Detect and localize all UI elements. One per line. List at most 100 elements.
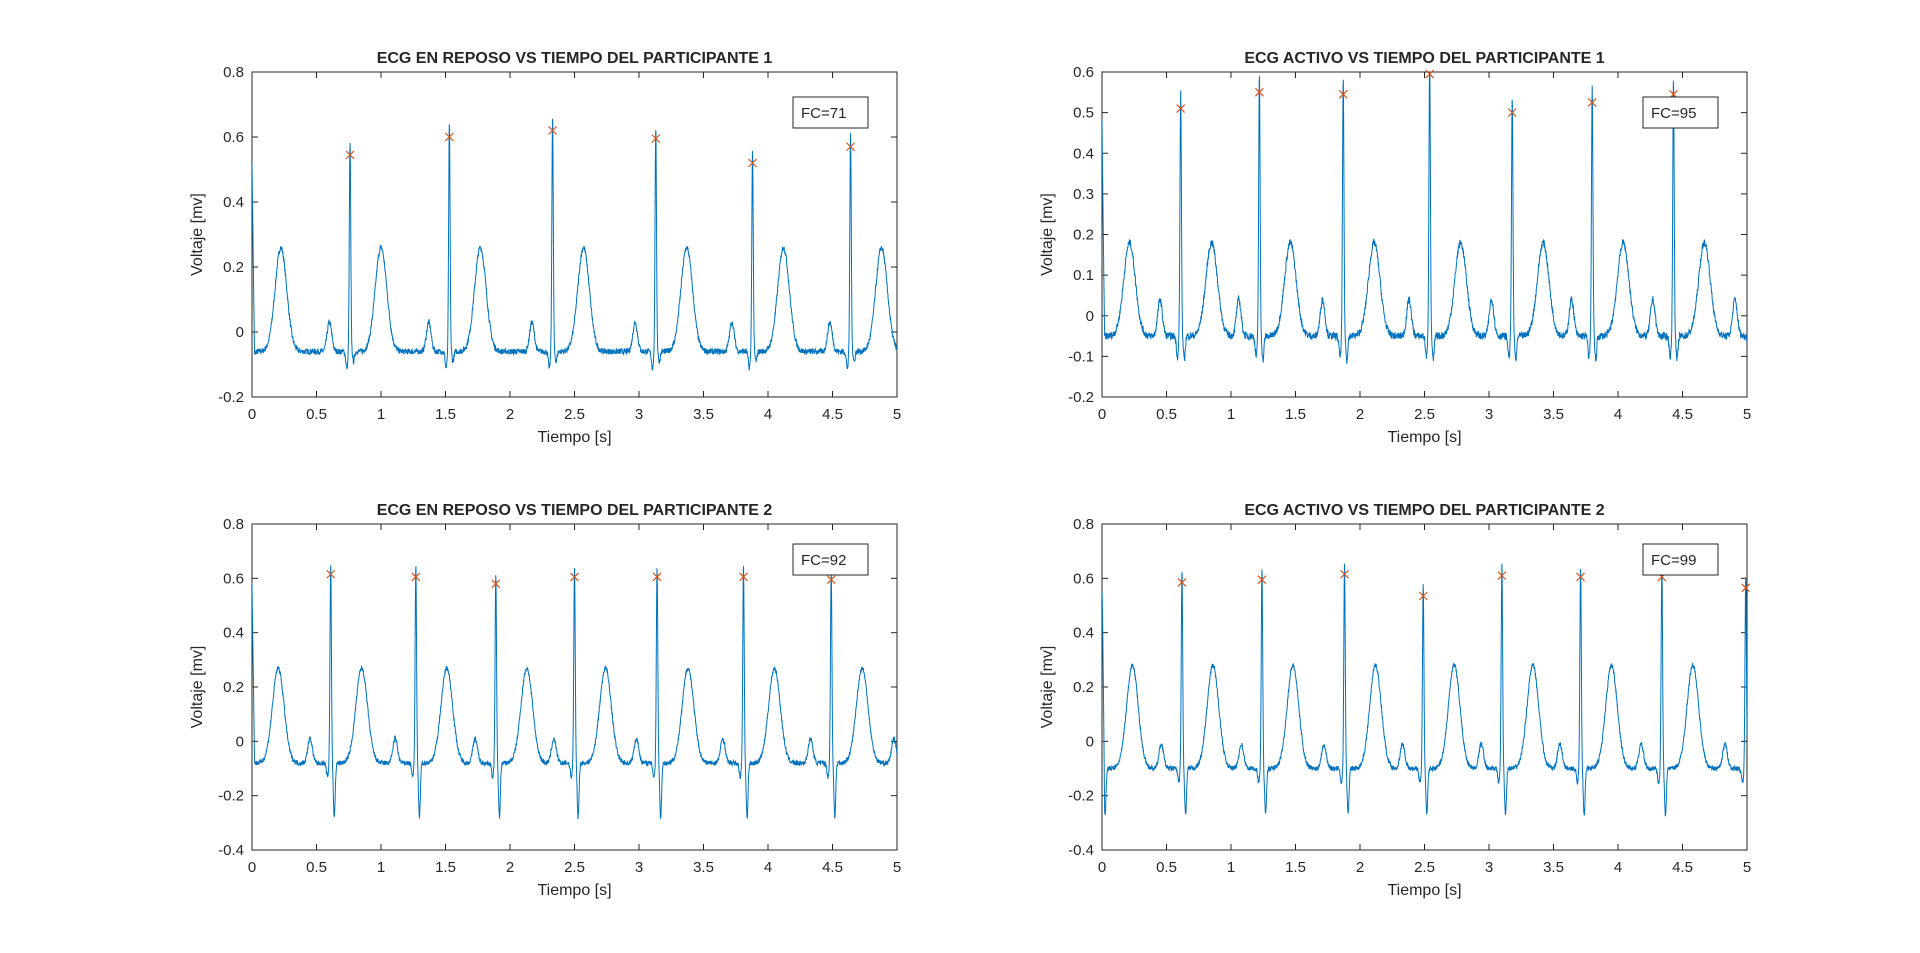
x-tick-label: 1.5 bbox=[435, 406, 456, 423]
x-tick-label: 4.5 bbox=[1672, 406, 1693, 423]
fc-annotation-text: FC=99 bbox=[1651, 552, 1696, 569]
x-tick-label: 2 bbox=[506, 859, 514, 876]
r-peak-marker bbox=[652, 572, 662, 582]
y-axis-label: Voltaje [mv] bbox=[1039, 646, 1056, 729]
x-tick-label: 0.5 bbox=[1156, 859, 1177, 876]
x-tick-label: 3.5 bbox=[1543, 406, 1564, 423]
r-peak-marker bbox=[1254, 87, 1264, 97]
y-tick-label: 0.6 bbox=[1073, 570, 1094, 587]
r-peak-marker bbox=[345, 150, 355, 160]
x-tick-label: 2.5 bbox=[564, 859, 585, 876]
x-tick-label: 0.5 bbox=[306, 859, 327, 876]
x-tick-label: 0 bbox=[1098, 406, 1106, 423]
r-peak-marker bbox=[846, 142, 855, 152]
y-tick-label: 0.2 bbox=[223, 679, 244, 696]
x-tick-label: 3 bbox=[635, 406, 643, 423]
x-tick-label: 0.5 bbox=[306, 406, 327, 423]
chart-title: ECG ACTIVO VS TIEMPO DEL PARTICIPANTE 2 bbox=[1244, 502, 1604, 519]
x-tick-label: 4 bbox=[1614, 859, 1622, 876]
subplot-3: -0.4 -0.2 0 0.2 0.4 0.6 0.8 0 0.5 1 1.5 2 2.5 3 3.5 4 4.… bbox=[189, 502, 901, 899]
y-tick-label: -0.2 bbox=[218, 788, 244, 805]
axes-box bbox=[251, 71, 898, 398]
y-tick-label: 0 bbox=[1086, 733, 1094, 750]
x-tick-label: 0 bbox=[1098, 859, 1106, 876]
y-tick-label: 0.4 bbox=[223, 194, 244, 211]
y-tick-label: -0.4 bbox=[1068, 842, 1094, 859]
r-peak-marker bbox=[1507, 108, 1517, 118]
y-tick-label: -0.2 bbox=[218, 389, 244, 406]
x-axis-label: Tiempo [s] bbox=[537, 429, 611, 446]
chart-title: ECG EN REPOSO VS TIEMPO DEL PARTICIPANTE… bbox=[377, 50, 773, 67]
y-tick-label: 0.4 bbox=[1073, 145, 1094, 162]
y-tick-label: 0.8 bbox=[223, 64, 244, 81]
x-tick-label: 3.5 bbox=[1543, 859, 1564, 876]
ecg-trace bbox=[252, 118, 897, 372]
x-tick-label: 4.5 bbox=[822, 859, 843, 876]
subplot-1: -0.200.20.40.60.80 0.5 1 1.5 2 2.5 3 3.5 4 4.5 5EC… bbox=[189, 50, 901, 446]
y-tick-label: 0 bbox=[236, 733, 244, 750]
chart-title: ECG ACTIVO VS TIEMPO DEL PARTICIPANTE 1 bbox=[1244, 50, 1604, 67]
x-tick-label: 0 bbox=[248, 859, 256, 876]
ecg-trace bbox=[252, 565, 897, 820]
y-tick-label: -0.4 bbox=[218, 842, 244, 859]
x-axis-label: Tiempo [s] bbox=[537, 882, 611, 899]
y-tick-label: 0 bbox=[1086, 308, 1094, 325]
x-tick-label: 3 bbox=[635, 859, 643, 876]
r-peak-marker bbox=[826, 575, 836, 585]
r-peak-marker bbox=[1338, 89, 1348, 99]
x-tick-label: 5 bbox=[893, 406, 901, 423]
x-tick-label: 1.5 bbox=[1285, 859, 1306, 876]
x-tick-label: 2 bbox=[1356, 859, 1364, 876]
x-tick-label: 3.5 bbox=[693, 406, 714, 423]
x-tick-label: 1 bbox=[377, 406, 385, 423]
r-peak-marker bbox=[548, 126, 557, 135]
y-tick-label: -0.2 bbox=[1068, 788, 1094, 805]
y-tick-label: 0 bbox=[236, 324, 244, 341]
y-tick-label: 0.6 bbox=[223, 129, 244, 146]
y-tick-label: 0.6 bbox=[1073, 64, 1094, 81]
r-peak-marker bbox=[1576, 572, 1586, 582]
fc-annotation-box bbox=[1642, 543, 1719, 576]
r-peak-marker bbox=[1177, 577, 1187, 587]
y-tick-label: 0.6 bbox=[223, 570, 244, 587]
x-tick-label: 1.5 bbox=[435, 859, 456, 876]
x-tick-label: 2.5 bbox=[1414, 859, 1435, 876]
x-tick-label: 5 bbox=[1743, 859, 1751, 876]
ecg-trace bbox=[1102, 72, 1747, 364]
x-tick-label: 3 bbox=[1485, 859, 1493, 876]
y-tick-label: 0.2 bbox=[1073, 679, 1094, 696]
y-axis-label: Voltaje [mv] bbox=[189, 193, 206, 276]
fc-annotation-box bbox=[1642, 96, 1719, 129]
x-tick-label: 2.5 bbox=[564, 406, 585, 423]
subplot-2: -0.2 -0.1 0 0.1 0.2 0.3 0.4 0.5 0.6 0 0.5 1 1.5 2 2.5 3… bbox=[1039, 50, 1751, 446]
r-peak-marker bbox=[570, 572, 579, 582]
y-tick-label: 0.4 bbox=[223, 625, 244, 642]
x-tick-label: 5 bbox=[1743, 406, 1751, 423]
fc-annotation-text: FC=95 bbox=[1651, 105, 1696, 122]
x-tick-label: 4 bbox=[764, 406, 772, 423]
r-peak-marker bbox=[1257, 575, 1267, 585]
r-peak-marker bbox=[1587, 98, 1597, 107]
y-tick-label: 0.8 bbox=[1073, 516, 1094, 533]
r-peak-marker bbox=[1176, 104, 1186, 113]
x-tick-label: 2.5 bbox=[1414, 406, 1435, 423]
r-peak-marker bbox=[739, 572, 748, 582]
x-tick-label: 1 bbox=[1227, 859, 1235, 876]
y-axis-label: Voltaje [mv] bbox=[189, 646, 206, 729]
x-tick-label: 4 bbox=[764, 859, 772, 876]
r-peak-marker bbox=[411, 572, 421, 582]
fc-annotation-box bbox=[792, 96, 869, 129]
x-tick-label: 3.5 bbox=[693, 859, 714, 876]
r-peak-marker bbox=[491, 579, 501, 589]
x-tick-label: 5 bbox=[893, 859, 901, 876]
chart-title: ECG EN REPOSO VS TIEMPO DEL PARTICIPANTE… bbox=[377, 502, 773, 519]
x-tick-label: 2 bbox=[1356, 406, 1364, 423]
x-axis-label: Tiempo [s] bbox=[1387, 882, 1461, 899]
r-peak-marker bbox=[748, 158, 757, 168]
y-tick-label: -0.2 bbox=[1068, 389, 1094, 406]
x-tick-label: 3 bbox=[1485, 406, 1493, 423]
fc-annotation-text: FC=92 bbox=[801, 552, 846, 569]
y-tick-label: 0.2 bbox=[223, 259, 244, 276]
